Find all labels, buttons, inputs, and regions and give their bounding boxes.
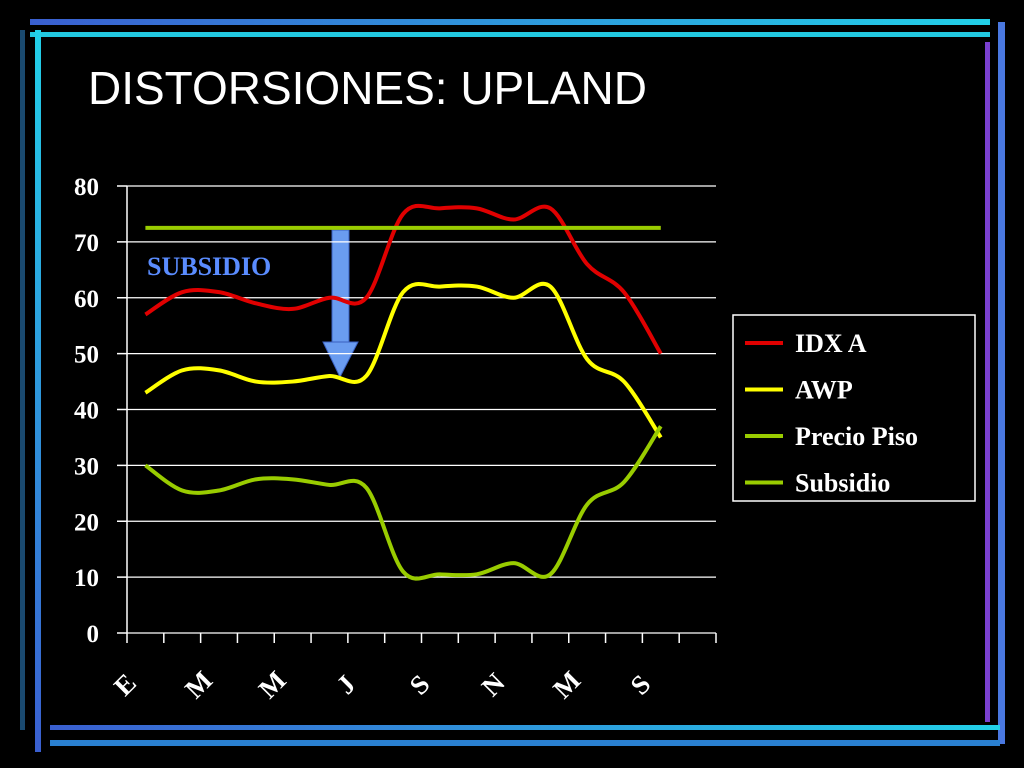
y-tick-label: 60	[74, 286, 99, 313]
x-tick-label: J	[331, 669, 362, 700]
y-tick-label: 40	[74, 398, 99, 425]
series-line	[144, 425, 663, 581]
frame	[20, 19, 1005, 752]
y-tick-label: 30	[74, 453, 99, 480]
y-tick-label: 50	[74, 342, 99, 369]
x-tick-label: S	[404, 669, 436, 701]
y-tick-label: 70	[74, 230, 99, 257]
legend-label: Precio Piso	[795, 422, 918, 451]
legend-label: IDX A	[795, 329, 867, 358]
legend-label: Subsidio	[795, 469, 890, 498]
annotation: SUBSIDIO	[147, 252, 271, 281]
legend-box	[732, 314, 976, 502]
subsidy-arrow	[322, 229, 359, 379]
legend-label: AWP	[795, 376, 853, 405]
x-tick-label: M	[179, 665, 218, 704]
y-tick-label: 0	[87, 621, 100, 648]
y-tick-label: 20	[74, 509, 99, 536]
y-tick-label: 80	[74, 174, 99, 201]
x-tick-label: M	[547, 665, 586, 704]
y-tick-label: 10	[74, 565, 99, 592]
series-line	[144, 203, 663, 355]
x-tick-label: M	[253, 665, 292, 704]
x-tick-label: S	[624, 669, 656, 701]
x-tick-label: N	[476, 667, 511, 702]
x-tick-label: E	[108, 668, 142, 702]
slide-title: DISTORSIONES: UPLAND	[88, 62, 647, 114]
series-line	[144, 282, 663, 439]
